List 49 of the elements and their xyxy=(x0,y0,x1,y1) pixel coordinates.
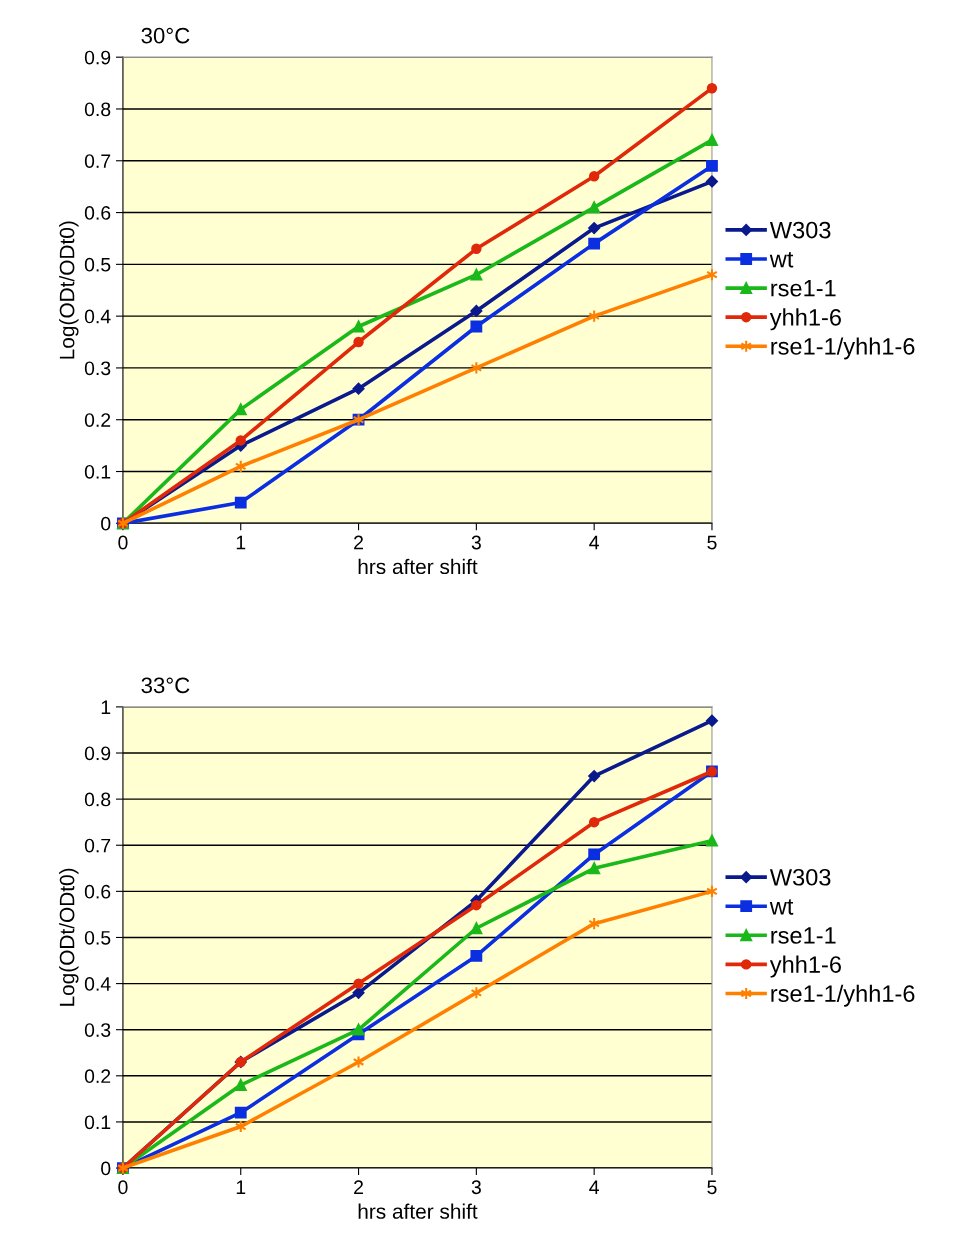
y-tick-label: 0.8 xyxy=(84,792,111,807)
x-tick-label: 3 xyxy=(471,1180,481,1195)
x-tick-label: 5 xyxy=(707,535,717,550)
y-tick-label: 0.5 xyxy=(84,930,111,945)
y-tick-label: 0.3 xyxy=(84,1023,111,1037)
y-tick-label: 0.3 xyxy=(84,361,111,376)
y-tick-label: 0 xyxy=(101,1161,111,1176)
legend-label: rse1-1 xyxy=(771,927,836,944)
x-tick-label: 3 xyxy=(471,535,481,550)
y-tick-label: 0.7 xyxy=(84,838,111,853)
x-axis-title: hrs after shift xyxy=(358,1203,478,1219)
legend-label: yhh1-6 xyxy=(769,308,841,331)
chart-title: 30°C xyxy=(141,27,190,44)
y-tick-label: 1 xyxy=(101,700,111,714)
x-tick-label: 1 xyxy=(236,535,246,550)
x-tick-label: 0 xyxy=(118,535,128,550)
legend-label: yhh1-6 xyxy=(769,955,841,978)
legend-label: wt xyxy=(769,899,794,915)
legend-label: rse1-1/yhh1-6 xyxy=(771,337,915,360)
y-tick-label: 0.4 xyxy=(84,977,111,991)
y-tick-label: 0.9 xyxy=(84,746,111,761)
y-axis-title: Log(ODt/ODt0) xyxy=(59,868,79,1006)
y-tick-label: 0.2 xyxy=(84,1069,111,1084)
chart-title: 33°C xyxy=(141,677,190,694)
x-tick-label: 1 xyxy=(236,1180,246,1194)
y-tick-label: 0.6 xyxy=(84,206,111,220)
legend-label: W303 xyxy=(769,868,831,886)
y-tick-label: 0.9 xyxy=(84,50,111,65)
x-tick-label: 4 xyxy=(589,535,599,550)
legend-label: wt xyxy=(769,251,794,268)
legend-label: rse1-1 xyxy=(771,280,836,297)
y-tick-label: 0.6 xyxy=(84,884,111,899)
x-tick-label: 5 xyxy=(707,1180,717,1195)
y-tick-label: 0.1 xyxy=(84,1115,111,1130)
legend-label: W303 xyxy=(769,221,831,239)
y-tick-label: 0.8 xyxy=(84,102,111,117)
y-axis-title: Log(ODt/ODt0) xyxy=(59,221,79,359)
y-tick-label: 0.1 xyxy=(84,464,111,479)
y-tick-label: 0.5 xyxy=(84,257,111,272)
y-tick-label: 0 xyxy=(101,516,111,531)
x-tick-label: 4 xyxy=(589,1180,599,1194)
y-tick-label: 0.2 xyxy=(84,413,111,427)
y-tick-label: 0.4 xyxy=(84,309,111,324)
legend-label: rse1-1/yhh1-6 xyxy=(771,984,915,1007)
x-tick-label: 0 xyxy=(118,1180,128,1195)
y-tick-label: 0.7 xyxy=(84,154,111,168)
x-tick-label: 2 xyxy=(354,1180,363,1194)
x-axis-title: hrs after shift xyxy=(358,558,478,575)
x-tick-label: 2 xyxy=(354,535,363,550)
